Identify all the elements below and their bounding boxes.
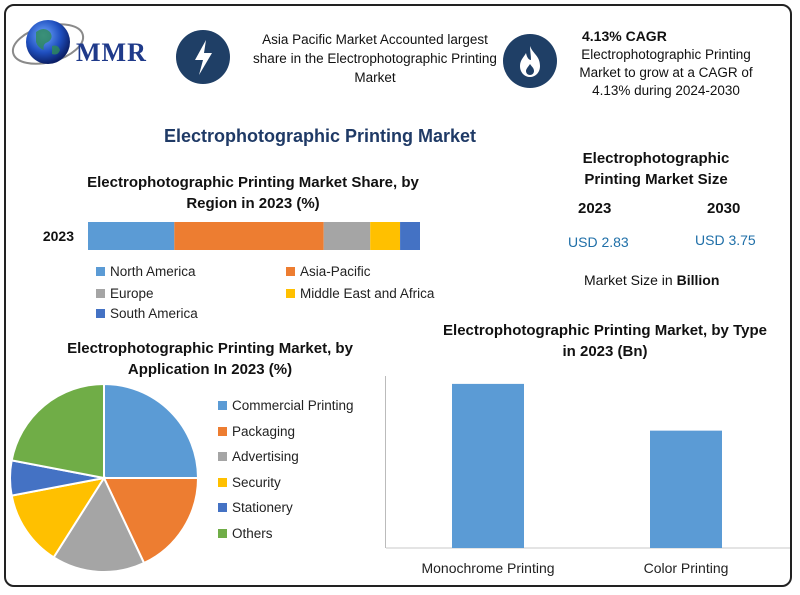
legend-swatch <box>96 289 105 298</box>
region-legend-item-middle-east-and-africa: Middle East and Africa <box>286 286 434 301</box>
legend-swatch <box>286 289 295 298</box>
logo-text: MMR <box>76 38 147 67</box>
page-title: Electrophotographic Printing Market <box>163 126 477 146</box>
lightning-icon <box>176 30 230 84</box>
flame-icon <box>503 34 557 88</box>
legend-swatch <box>218 452 227 462</box>
infographic-frame <box>4 4 792 587</box>
legend-label: North America <box>110 264 196 279</box>
region-legend-item-asia-pacific: Asia-Pacific <box>286 264 371 279</box>
application-legend-item-commercial-printing: Commercial Printing <box>218 398 354 413</box>
market-size-unit-bold: Billion <box>676 272 720 288</box>
legend-label: Security <box>232 474 281 490</box>
application-legend-item-security: Security <box>218 475 281 490</box>
legend-swatch <box>286 267 295 276</box>
market-size-year-2030: 2030 <box>707 200 741 217</box>
cagr-title: 4.13% CAGR <box>582 28 667 44</box>
asia-pacific-note: Asia Pacific Market Accounted largest sh… <box>253 32 497 85</box>
legend-label: Asia-Pacific <box>300 264 371 279</box>
application-chart-title: Electrophotographic Printing Market, by … <box>67 340 353 378</box>
legend-swatch <box>218 503 227 513</box>
market-size-unit-prefix: Market Size in <box>584 272 677 288</box>
market-size-title: Electrophotographic Printing Market Size <box>582 150 730 188</box>
legend-swatch <box>96 267 105 276</box>
mmr-logo: MMR <box>11 14 162 74</box>
legend-label: Commercial Printing <box>232 398 354 413</box>
legend-swatch <box>96 309 105 318</box>
application-legend-item-others: Others <box>218 526 273 541</box>
market-size-value-2023: USD 2.83 <box>568 234 629 250</box>
type-chart-divider <box>385 376 386 548</box>
region-chart-title: Electrophotographic Printing Market Shar… <box>87 174 419 212</box>
legend-label: South America <box>110 306 198 321</box>
globe-icon <box>11 20 85 65</box>
market-size-year-2023: 2023 <box>578 200 612 217</box>
application-legend-item-advertising: Advertising <box>218 449 299 464</box>
region-legend-item-north-america: North America <box>96 264 196 279</box>
legend-label: Packaging <box>232 423 296 439</box>
legend-swatch <box>218 477 227 487</box>
cagr-note: Electrophotographic Printing Market to g… <box>579 47 753 98</box>
region-legend-item-south-america: South America <box>96 306 198 321</box>
type-tick-label-monochrome-printing: Monochrome Printing <box>421 560 555 576</box>
type-chart-title: Electrophotographic Printing Market, by … <box>443 322 767 360</box>
legend-label: Middle East and Africa <box>300 286 435 301</box>
legend-label: Others <box>232 526 273 541</box>
market-size-value-2030: USD 3.75 <box>695 232 756 248</box>
legend-label: Advertising <box>232 449 299 465</box>
legend-swatch <box>218 529 227 538</box>
region-legend-item-europe: Europe <box>96 286 154 301</box>
legend-label: Stationery <box>232 500 293 516</box>
market-size-unit: Market Size in Billion <box>584 272 719 288</box>
application-legend-item-packaging: Packaging <box>218 424 295 439</box>
application-legend-item-stationery: Stationery <box>218 500 293 515</box>
legend-swatch <box>218 426 227 436</box>
legend-swatch <box>218 401 227 410</box>
type-tick-label-color-printing: Color Printing <box>643 560 729 576</box>
legend-label: Europe <box>110 286 154 301</box>
